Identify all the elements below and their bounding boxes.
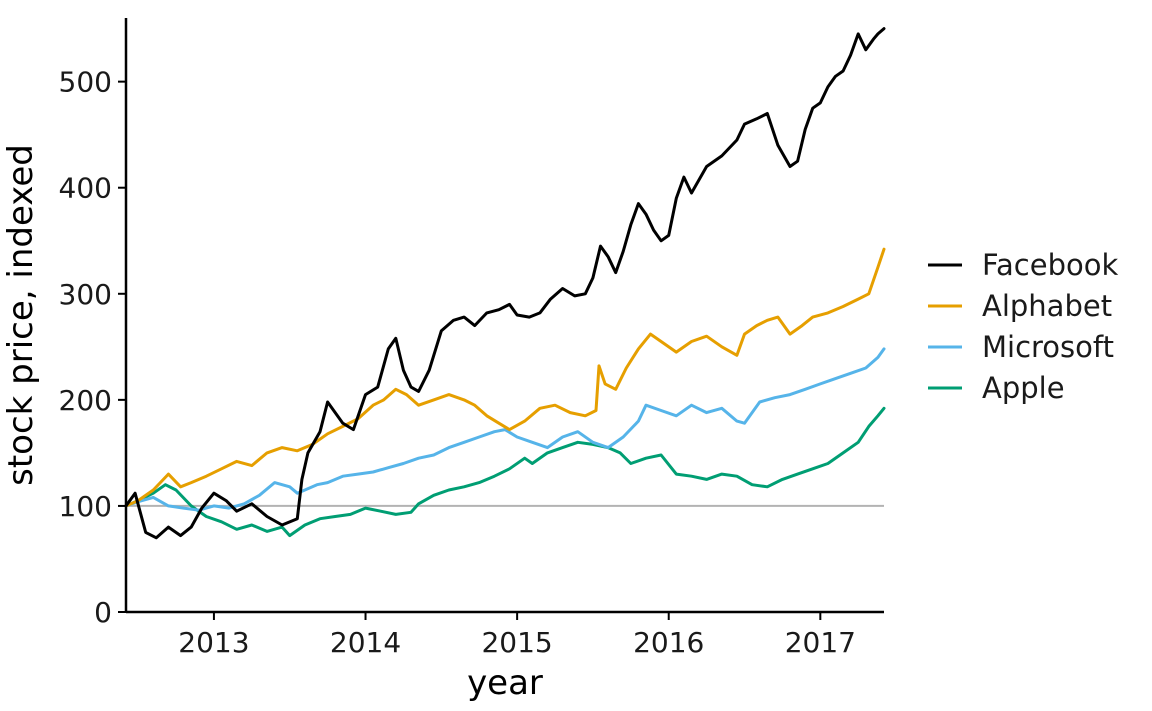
legend: Facebook Alphabet Microsoft Apple: [928, 248, 1118, 405]
series-line-microsoft: [124, 347, 886, 512]
x-axis-ticks: 2013 2014 2015 2016 2017: [178, 612, 856, 659]
y-axis-ticks: 0 100 200 300 400 500: [59, 66, 126, 629]
series-line-alphabet: [124, 247, 886, 508]
x-tick-label: 2013: [178, 626, 249, 659]
y-tick-label: 300: [59, 278, 112, 311]
series-line-apple: [124, 406, 886, 538]
y-axis-title: stock price, indexed: [1, 144, 41, 486]
legend-label-apple: Apple: [982, 371, 1065, 405]
x-tick-label: 2017: [785, 626, 856, 659]
series-line-facebook: [124, 27, 886, 540]
axes: 0 100 200 300 400 500 2013 2014 2015 2016 2017: [59, 18, 884, 659]
y-tick-label: 400: [59, 172, 112, 205]
y-tick-label: 100: [59, 490, 112, 523]
y-tick-label: 500: [59, 66, 112, 99]
plot-area: [124, 27, 886, 540]
x-tick-label: 2015: [481, 626, 552, 659]
series-lines: [124, 27, 886, 540]
x-tick-label: 2014: [330, 626, 401, 659]
x-axis-title: year: [467, 663, 543, 703]
legend-label-alphabet: Alphabet: [982, 289, 1112, 323]
x-tick-label: 2016: [633, 626, 704, 659]
y-tick-label: 0: [94, 596, 112, 629]
y-tick-label: 200: [59, 384, 112, 417]
legend-label-facebook: Facebook: [982, 248, 1118, 282]
legend-label-microsoft: Microsoft: [982, 330, 1114, 364]
